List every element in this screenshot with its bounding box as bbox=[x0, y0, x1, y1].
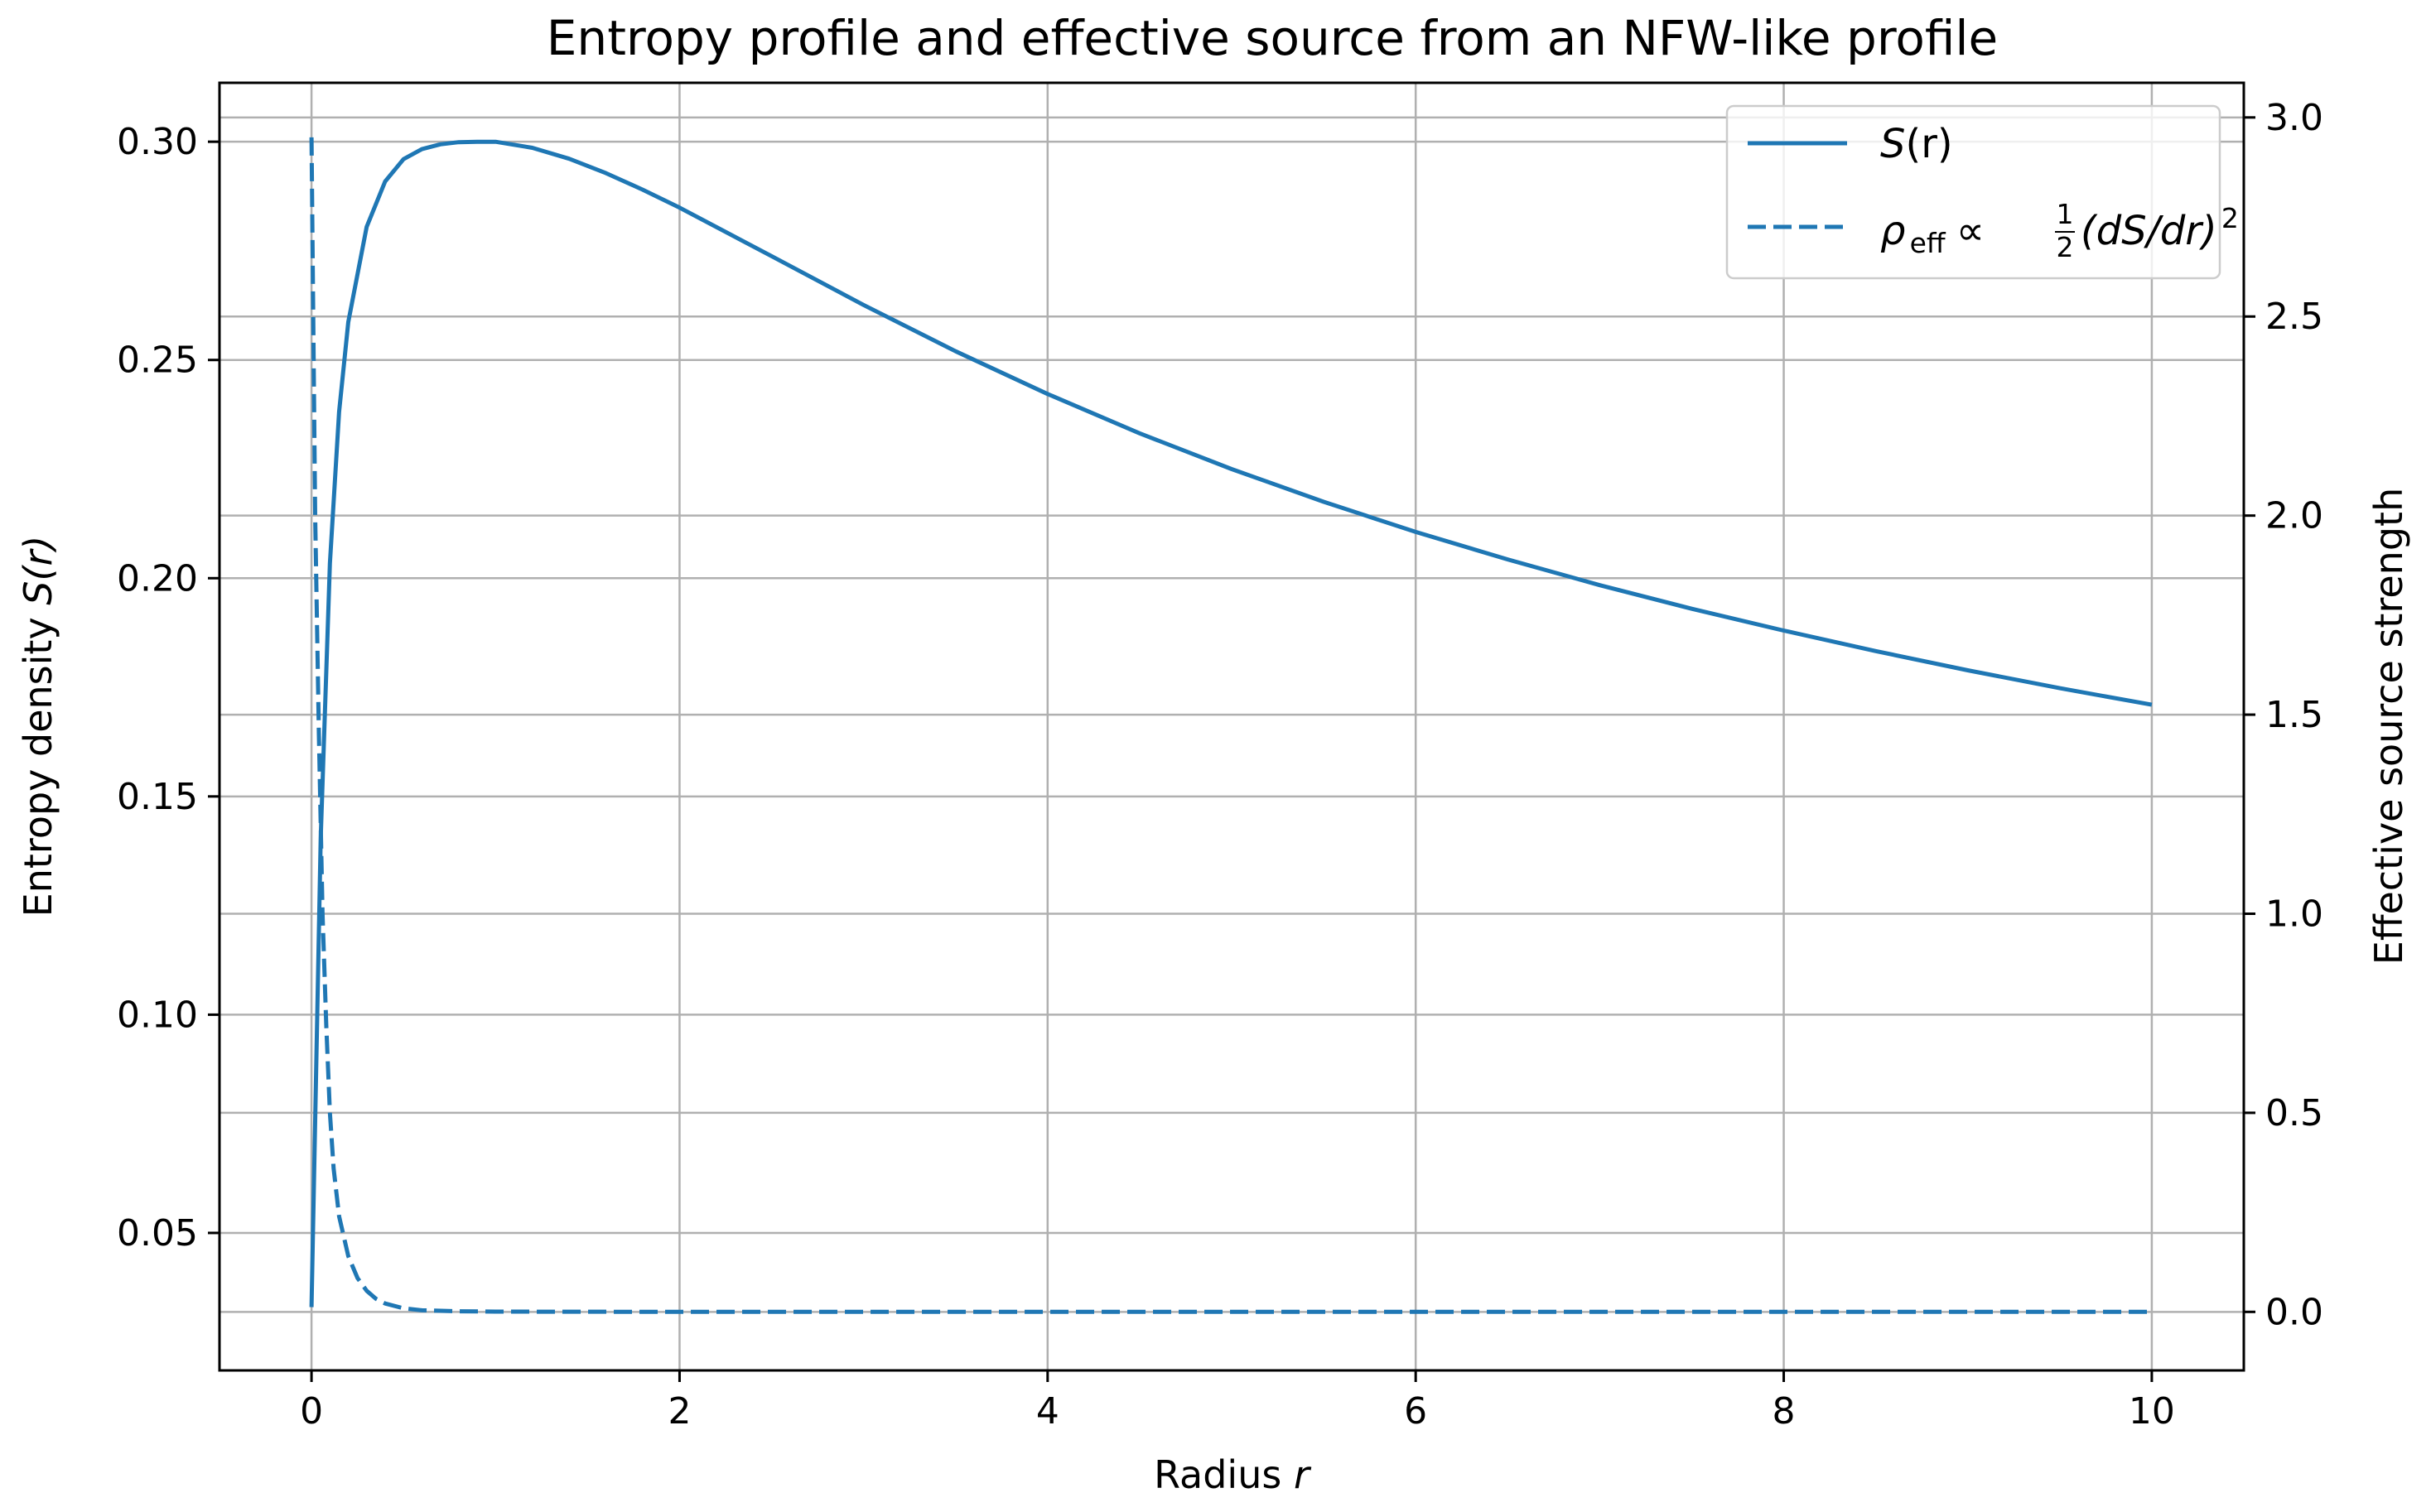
plot-series bbox=[309, 137, 2153, 1314]
right-y-axis-ticks: 0.0 0.5 1.0 1.5 2.0 2.5 3.0 bbox=[2244, 97, 2323, 1333]
right-y-tick-label-6: 3.0 bbox=[2265, 97, 2323, 139]
right-y-tick-label-1: 0.5 bbox=[2265, 1092, 2323, 1134]
legend-frac-denominator: 2 bbox=[2057, 231, 2074, 263]
left-y-tick-label-1: 0.10 bbox=[117, 994, 198, 1036]
right-y-axis-label: Effective source strength bbox=[2366, 488, 2411, 965]
legend-proportional: ∝ bbox=[1956, 208, 1985, 254]
left-y-axis-ticks: 0.05 0.10 0.15 0.20 0.25 0.30 bbox=[117, 121, 219, 1254]
right-y-tick-label-3: 1.5 bbox=[2265, 694, 2323, 736]
left-y-axis-label: Entropy density S(r) bbox=[16, 536, 60, 917]
series-line-effective-source bbox=[309, 137, 2152, 1314]
left-y-tick-label-2: 0.15 bbox=[117, 776, 198, 818]
legend-box bbox=[1725, 104, 2221, 280]
left-y-tick-label-4: 0.25 bbox=[117, 339, 198, 382]
legend: S(r) ρ eff ∝ 1 2 (dS/dr) 2 bbox=[1725, 104, 2239, 280]
legend-s-paren: (r) bbox=[1905, 121, 1952, 167]
x-tick-label-2: 4 bbox=[1036, 1390, 1059, 1433]
series-line-entropy bbox=[309, 139, 2153, 1307]
chart-title: Entropy profile and effective source fro… bbox=[547, 10, 1998, 66]
left-y-axis-label-var: S(r) bbox=[16, 536, 60, 605]
legend-frac-numerator: 1 bbox=[2057, 198, 2074, 230]
legend-label-s: S(r) bbox=[1880, 121, 1953, 167]
left-y-tick-label-0: 0.05 bbox=[117, 1212, 198, 1254]
x-tick-label-4: 8 bbox=[1773, 1390, 1796, 1433]
legend-rho-symbol: ρ bbox=[1880, 208, 1905, 254]
x-axis-label-text: Radius bbox=[1154, 1452, 1281, 1497]
legend-rho-expression: (dS/dr) bbox=[2081, 208, 2217, 254]
x-axis-ticks: 0 2 4 6 8 10 bbox=[300, 1370, 2175, 1433]
right-y-tick-label-2: 1.0 bbox=[2265, 893, 2323, 935]
right-y-tick-label-5: 2.5 bbox=[2265, 296, 2323, 338]
legend-label-rho: ρ eff ∝ bbox=[1880, 208, 1985, 259]
x-tick-label-5: 10 bbox=[2129, 1390, 2175, 1433]
right-y-tick-label-4: 2.0 bbox=[2265, 495, 2323, 537]
left-y-axis-label-text: Entropy density bbox=[16, 617, 60, 917]
left-y-tick-label-5: 0.30 bbox=[117, 121, 198, 163]
left-y-tick-label-3: 0.20 bbox=[117, 557, 198, 600]
x-tick-label-0: 0 bbox=[300, 1390, 323, 1433]
x-axis-label-var: r bbox=[1294, 1452, 1312, 1497]
x-tick-label-1: 2 bbox=[668, 1390, 691, 1433]
x-tick-label-3: 6 bbox=[1404, 1390, 1427, 1433]
legend-label-rho-expr: (dS/dr) 2 bbox=[2081, 202, 2239, 254]
legend-rho-subscript: eff bbox=[1910, 227, 1946, 259]
legend-s-symbol: S bbox=[1880, 121, 1905, 167]
right-y-tick-label-0: 0.0 bbox=[2265, 1291, 2323, 1333]
x-axis-label: Radius r bbox=[1154, 1452, 1312, 1497]
plot-frame bbox=[218, 81, 2245, 1372]
legend-rho-superscript: 2 bbox=[2221, 202, 2239, 234]
